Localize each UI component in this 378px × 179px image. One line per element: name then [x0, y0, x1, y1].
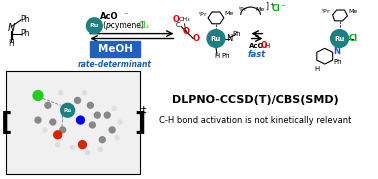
Text: -cymene): -cymene) [108, 21, 144, 30]
Text: Ph: Ph [20, 29, 30, 38]
Circle shape [104, 112, 110, 118]
Text: C-H bond activation is not kinetically relevant: C-H bond activation is not kinetically r… [159, 116, 352, 125]
Circle shape [109, 127, 115, 133]
Text: ⁻: ⁻ [123, 10, 127, 20]
Text: Me: Me [224, 11, 234, 16]
Text: $^i$Pr: $^i$Pr [238, 4, 248, 14]
Circle shape [79, 141, 87, 149]
Text: Ph: Ph [222, 53, 230, 59]
Text: O: O [173, 15, 180, 24]
Text: Cl: Cl [139, 21, 146, 30]
Text: Ru: Ru [64, 108, 72, 113]
Circle shape [50, 119, 56, 125]
Circle shape [60, 127, 66, 133]
Circle shape [87, 102, 93, 108]
Text: Ph: Ph [333, 59, 342, 65]
Circle shape [35, 117, 41, 123]
Circle shape [87, 18, 102, 34]
Circle shape [74, 97, 81, 103]
Text: O: O [260, 41, 266, 50]
Text: Cl$^-$: Cl$^-$ [271, 2, 286, 13]
Text: $^i$Pr: $^i$Pr [321, 6, 331, 16]
Text: ]$^+$: ]$^+$ [265, 1, 276, 13]
Text: H: H [265, 43, 270, 49]
Text: MeOH: MeOH [98, 44, 133, 54]
Circle shape [85, 151, 89, 154]
Text: Ph: Ph [20, 15, 30, 24]
Text: ]: ] [134, 111, 146, 135]
Circle shape [82, 91, 87, 95]
Text: p: p [105, 21, 110, 30]
Circle shape [115, 136, 119, 140]
Text: N: N [226, 34, 232, 43]
Circle shape [331, 30, 349, 47]
Text: $\mathit{N}$: $\mathit{N}$ [7, 21, 16, 33]
Text: rate-determinant: rate-determinant [78, 60, 152, 69]
Text: $^i$Pr: $^i$Pr [198, 9, 208, 19]
Circle shape [56, 143, 60, 147]
Text: H: H [314, 66, 319, 72]
Circle shape [71, 146, 74, 149]
Text: H: H [214, 53, 220, 59]
Text: N: N [333, 47, 340, 56]
Text: Ph: Ph [232, 31, 241, 37]
Circle shape [207, 30, 225, 47]
Text: Ru: Ru [211, 35, 221, 42]
Circle shape [94, 112, 100, 118]
Text: Ru: Ru [90, 23, 99, 28]
Text: Me: Me [256, 7, 265, 11]
Text: (: ( [102, 21, 105, 30]
Bar [6, 71, 140, 174]
Circle shape [59, 91, 63, 95]
Circle shape [43, 128, 47, 132]
Circle shape [112, 106, 116, 110]
Text: Cl: Cl [349, 34, 358, 43]
Circle shape [99, 137, 105, 143]
Text: AcO: AcO [249, 43, 264, 49]
Text: Ru: Ru [335, 35, 345, 42]
Circle shape [54, 131, 62, 139]
Text: O: O [193, 34, 200, 43]
Text: H: H [8, 39, 14, 48]
Circle shape [118, 120, 122, 124]
Text: fast: fast [247, 50, 266, 59]
Circle shape [98, 147, 102, 151]
Circle shape [45, 102, 51, 108]
Text: ‡: ‡ [141, 105, 147, 115]
Text: DLPNO-CCSD(T)/CBS(SMD): DLPNO-CCSD(T)/CBS(SMD) [172, 95, 339, 105]
Text: CH₃: CH₃ [178, 17, 190, 22]
Text: C: C [176, 22, 181, 28]
Text: [: [ [1, 111, 12, 135]
Text: O: O [183, 27, 190, 36]
Text: ₂: ₂ [146, 23, 149, 29]
Circle shape [76, 116, 84, 124]
Text: Me: Me [349, 9, 358, 14]
Text: AcO: AcO [100, 12, 119, 21]
Circle shape [89, 122, 95, 128]
Circle shape [33, 91, 43, 100]
Circle shape [61, 103, 74, 117]
FancyBboxPatch shape [90, 42, 140, 57]
